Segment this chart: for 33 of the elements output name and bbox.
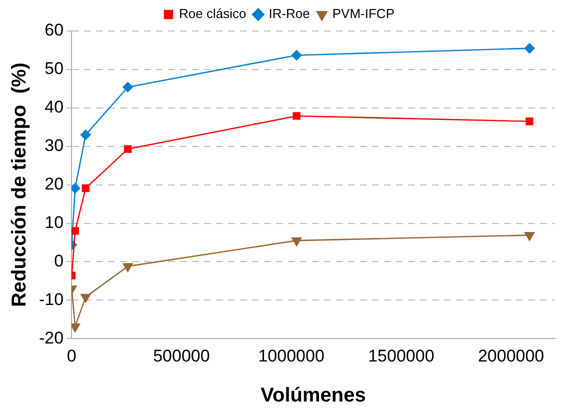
point <box>82 184 90 192</box>
x-tick-label: 1500000 <box>368 346 434 366</box>
x-tick-label: 0 <box>66 346 76 366</box>
point <box>526 118 534 126</box>
x-tick-label: 2000000 <box>478 346 544 366</box>
y-tick-label: 30 <box>44 136 64 156</box>
point <box>122 263 133 272</box>
y-tick-label: 20 <box>44 174 64 194</box>
y-tick-label: 40 <box>44 98 64 117</box>
y-tick-label: 10 <box>44 212 64 232</box>
point <box>292 112 300 120</box>
legend-label: PVM-IFCP <box>332 6 395 22</box>
point <box>124 145 132 153</box>
y-tick-label: 50 <box>44 59 64 78</box>
point <box>292 237 302 246</box>
point <box>80 294 91 303</box>
point <box>80 130 91 140</box>
point <box>524 43 535 54</box>
y-tick-label: 0 <box>54 251 64 270</box>
x-tick-label: 1000000 <box>258 346 324 366</box>
y-tick-label: -20 <box>38 328 64 348</box>
y-tick-label: -10 <box>38 290 64 309</box>
y-axis-title: Reducción de tiempo (%) <box>8 62 31 308</box>
x-axis-title: Volúmenes <box>260 384 366 407</box>
y-tick-label: 60 <box>44 20 64 40</box>
x-tick-label: 500000 <box>153 346 210 366</box>
legend-label: Roe clásico <box>179 6 246 22</box>
point <box>72 324 80 332</box>
point <box>524 232 534 241</box>
legend-label: IR-Roe <box>268 6 310 22</box>
point <box>291 50 302 60</box>
point <box>122 82 133 92</box>
point <box>72 227 79 235</box>
